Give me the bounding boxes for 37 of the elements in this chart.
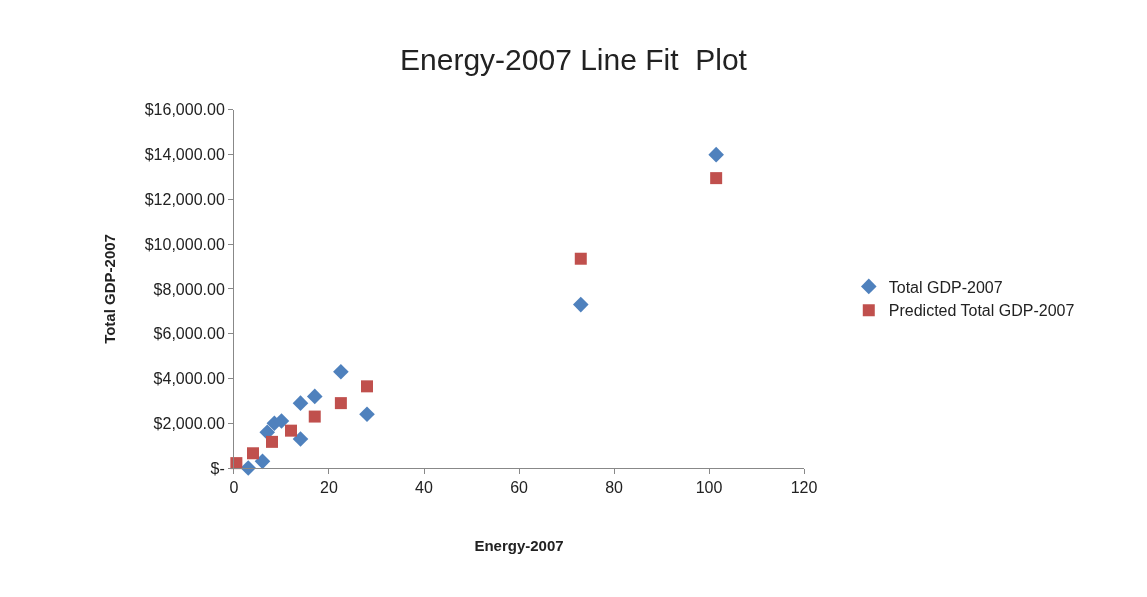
point [334,397,347,410]
point [254,453,271,470]
y-tick-label: $6,000.00 [153,325,225,343]
y-tick-label: $4,000.00 [153,370,225,388]
point [246,447,259,460]
point [285,424,297,437]
point [361,380,373,393]
point [708,146,724,163]
chart-title: Energy-2007 Line Fit Plot [400,43,748,77]
x-tick-label: 0 [229,479,239,497]
point [572,296,589,313]
y-tick-label: $- [210,459,225,477]
y-tick-label: $12,000.00 [144,191,225,208]
y-tick-label: $14,000.00 [144,146,225,164]
x-tick-label: 60 [510,479,529,497]
x-tick-label: 80 [605,479,624,497]
legend-label: Total GDP-2007 [888,278,1003,296]
point [574,252,587,265]
point [359,406,375,423]
x-tick-label: 20 [320,479,338,497]
x-axis-title: Energy-2007 [474,537,564,555]
x-tick-label: 120 [790,479,818,497]
x-tick-label: 100 [695,479,723,497]
point [292,431,309,447]
point [308,410,321,423]
point [292,395,309,411]
legend-label: Predicted Total GDP-2007 [888,302,1075,320]
y-tick-label: $2,000.00 [153,414,225,432]
point [333,363,349,380]
y-tick-label: $8,000.00 [153,280,225,298]
point [306,388,323,405]
point [710,172,723,185]
y-axis-title: Total GDP-2007 [100,234,118,344]
y-tick-label: $16,000.00 [144,101,225,119]
y-tick-label: $10,000.00 [144,235,225,253]
point [265,435,278,448]
x-tick-label: 40 [415,479,434,497]
